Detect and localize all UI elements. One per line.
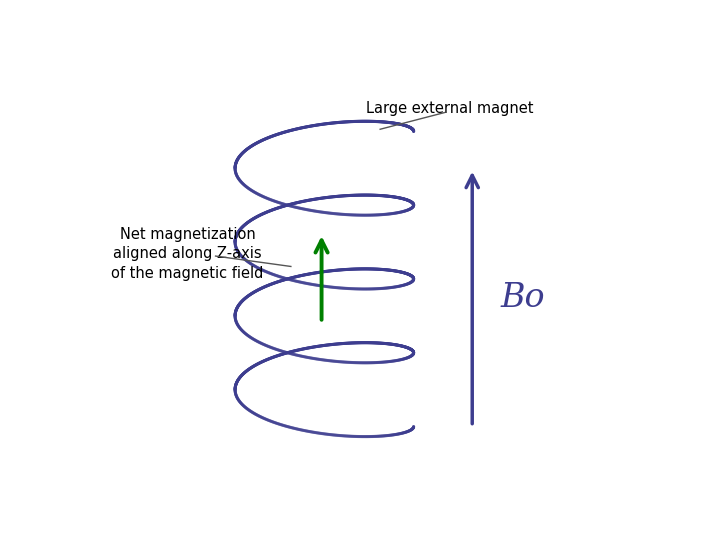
Text: Net magnetization
aligned along Z-axis
of the magnetic field: Net magnetization aligned along Z-axis o… (112, 227, 264, 281)
Text: Bo: Bo (500, 282, 545, 314)
Text: Large external magnet: Large external magnet (366, 101, 534, 116)
